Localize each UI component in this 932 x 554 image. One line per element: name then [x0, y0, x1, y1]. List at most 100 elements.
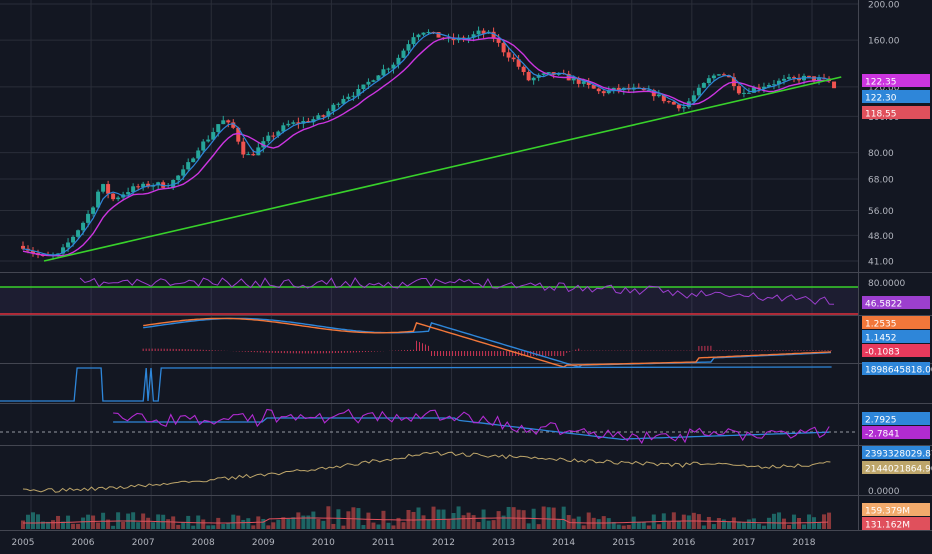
- volume-bar: [822, 514, 827, 529]
- candle-body: [261, 141, 266, 148]
- candle-body: [726, 75, 731, 78]
- volume-bar: [416, 507, 421, 529]
- grid-lines: [0, 0, 858, 530]
- rsi-tag-bg: [862, 296, 930, 309]
- price-panel[interactable]: [21, 26, 842, 262]
- volume-bar: [261, 518, 266, 529]
- volume-bar: [807, 514, 812, 529]
- candle-body: [211, 132, 216, 140]
- volume-bar: [206, 525, 211, 529]
- oscillator-line: [113, 408, 830, 445]
- candle-body: [291, 122, 296, 124]
- candle-body: [346, 96, 351, 99]
- candle-body: [616, 87, 621, 91]
- volume-bar: [231, 514, 236, 529]
- oscillator-tag-bg: [862, 412, 930, 425]
- candle-body: [696, 87, 701, 96]
- oscillator-panel: [0, 408, 858, 445]
- volume-bar: [136, 522, 141, 529]
- candle-body: [671, 101, 676, 105]
- time-axis-tick: 2009: [252, 538, 275, 548]
- candle-body: [31, 250, 36, 254]
- volume-bar: [776, 512, 781, 529]
- candle-body: [481, 30, 486, 34]
- candle-body: [646, 90, 651, 92]
- volume-bar: [516, 509, 521, 529]
- time-axis[interactable]: 2005 2006 2007 2008 2009 2010 2011 2012 2013 2014…: [12, 538, 816, 548]
- candle-body: [817, 77, 822, 81]
- volume-bar: [291, 517, 296, 529]
- volume-bar: [812, 517, 817, 529]
- candle-body: [396, 57, 401, 65]
- candle-body: [571, 78, 576, 81]
- time-axis-tick: 2005: [12, 538, 35, 548]
- macd-signal-line: [143, 317, 832, 368]
- candle-body: [371, 80, 376, 82]
- time-axis-tick: 2014: [552, 538, 575, 548]
- candle-body: [411, 37, 416, 45]
- volume-bar: [401, 522, 406, 529]
- candle-body: [786, 77, 791, 79]
- candle-body: [471, 34, 476, 38]
- volume-bar: [81, 517, 86, 529]
- volume-bar: [426, 519, 431, 529]
- volume-bar: [431, 506, 436, 529]
- volume-bar: [76, 523, 81, 529]
- volume-average-tag-bg: [862, 517, 930, 530]
- time-axis-tick: 2018: [793, 538, 816, 548]
- candle-body: [66, 242, 71, 248]
- candle-body: [756, 87, 761, 89]
- volume-bar: [746, 519, 751, 529]
- candle-body: [526, 71, 531, 81]
- candle-body: [746, 92, 751, 94]
- obv-tag: 2393328029.8706: [865, 450, 932, 460]
- volume-bar: [296, 512, 301, 529]
- macd-panel: [142, 317, 832, 368]
- candle-body: [206, 139, 211, 142]
- price-axis-tick: 68.00: [868, 175, 894, 185]
- volume-bar: [286, 518, 291, 529]
- volume-bar: [706, 516, 711, 529]
- volume-bar: [501, 515, 506, 529]
- volume-bar: [96, 522, 101, 529]
- volume-bar: [316, 519, 321, 529]
- volume-bar: [181, 522, 186, 529]
- volume-bar: [456, 506, 461, 529]
- flag-tag-bg: [862, 362, 930, 375]
- volume-bar: [121, 522, 126, 529]
- candle-body: [146, 183, 151, 187]
- candle-body: [221, 120, 226, 125]
- volume-bar: [221, 524, 226, 529]
- volume-bar: [446, 519, 451, 529]
- volume-bar: [536, 524, 541, 529]
- candle-body: [256, 147, 261, 156]
- candle-body: [196, 150, 201, 159]
- volume-bar: [586, 512, 591, 529]
- candle-body: [276, 131, 281, 136]
- price-axis-tick: 41.00: [868, 258, 894, 268]
- volume-bar: [686, 515, 691, 529]
- volume-bar: [191, 525, 196, 529]
- oscillator-signal-line: [113, 417, 830, 441]
- support-trendline[interactable]: [43, 76, 842, 262]
- candle-body: [496, 38, 501, 43]
- candle-body: [541, 73, 546, 75]
- volume-bar: [616, 524, 621, 529]
- candle-body: [226, 120, 231, 123]
- volume-average-line: [23, 517, 829, 524]
- volume-bar: [71, 523, 76, 529]
- macd-line: [143, 317, 832, 368]
- candle-body: [591, 84, 596, 89]
- candle-body: [391, 64, 396, 69]
- volume-bar: [481, 509, 486, 529]
- candle-body: [736, 86, 741, 94]
- candle-body: [76, 230, 81, 237]
- candle-body: [286, 123, 291, 126]
- candle-body: [246, 154, 251, 156]
- candle-body: [776, 80, 781, 85]
- candle-body: [426, 31, 431, 33]
- candle-body: [231, 122, 236, 128]
- candle-body: [126, 192, 131, 195]
